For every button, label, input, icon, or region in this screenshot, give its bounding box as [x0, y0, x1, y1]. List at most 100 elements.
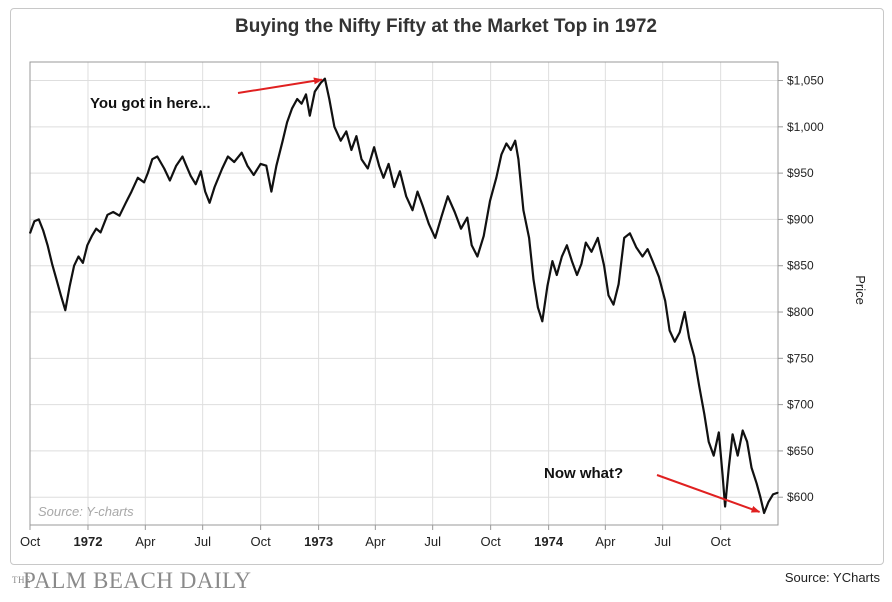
data-point — [590, 251, 593, 253]
data-point — [209, 202, 211, 204]
data-point — [77, 255, 80, 258]
data-point — [684, 311, 686, 313]
data-point — [510, 149, 512, 151]
data-point — [42, 229, 44, 232]
data-point — [440, 216, 443, 218]
data-point — [265, 165, 267, 167]
data-point — [163, 167, 165, 170]
data-point — [275, 165, 277, 167]
data-point — [29, 232, 31, 234]
data-point — [143, 181, 145, 183]
data-point — [382, 177, 385, 179]
data-point — [537, 306, 539, 308]
y-axis-label: Price — [853, 275, 868, 305]
data-point — [517, 158, 520, 160]
data-point — [679, 331, 681, 333]
x-tick-label: Oct — [481, 534, 502, 549]
data-point — [33, 220, 36, 222]
data-point — [585, 242, 587, 244]
data-point — [147, 172, 149, 174]
data-point — [466, 217, 468, 219]
brand-the: THE — [12, 575, 31, 585]
data-point — [309, 115, 311, 117]
data-point — [355, 135, 357, 137]
data-point — [728, 467, 730, 469]
footer-source: Source: YCharts — [784, 570, 880, 585]
data-point — [674, 341, 676, 343]
data-point — [405, 195, 407, 197]
data-point — [151, 158, 153, 160]
x-tick-label: Oct — [20, 534, 41, 549]
data-point — [713, 455, 715, 457]
data-point — [204, 191, 206, 193]
data-point — [82, 262, 84, 264]
data-point — [718, 431, 720, 433]
data-point — [51, 263, 53, 265]
y-axis: $600 $650 $700 $750 $800 $850 $900 $950 $1,000 $1… — [778, 74, 824, 504]
x-tick-label: Oct — [711, 534, 732, 549]
x-tick-label: Jul — [194, 534, 211, 549]
data-point — [190, 175, 192, 177]
data-point — [460, 228, 462, 230]
annotation-arrow — [237, 77, 323, 94]
y-tick-label: $800 — [787, 305, 814, 319]
x-tick-label: 1972 — [74, 534, 103, 549]
data-point — [623, 237, 625, 239]
x-tick-label: Apr — [135, 534, 156, 549]
data-point — [214, 186, 216, 188]
data-point — [333, 126, 335, 128]
data-point — [378, 165, 380, 167]
data-point — [522, 209, 525, 211]
data-point — [566, 244, 568, 246]
data-point — [95, 228, 97, 230]
brand-name: PALM BEACH DAILY — [23, 568, 252, 593]
data-point — [47, 244, 49, 246]
data-point — [556, 274, 558, 276]
data-point — [106, 214, 109, 216]
x-tick-label: 1973 — [304, 534, 333, 549]
data-point — [91, 235, 93, 237]
data-point — [314, 91, 316, 93]
grid-lines — [29, 62, 778, 525]
annotation-entry-label: You got in here... — [90, 95, 211, 112]
data-point — [693, 355, 695, 358]
y-tick-label: $700 — [787, 398, 814, 412]
data-point — [483, 235, 485, 237]
data-point — [73, 265, 75, 267]
data-point — [64, 309, 66, 311]
data-point — [246, 165, 248, 167]
data-point — [647, 248, 649, 250]
data-point — [495, 177, 497, 179]
data-point — [253, 174, 255, 176]
annotation-now-label: Now what? — [544, 465, 623, 482]
data-point — [777, 492, 779, 494]
data-point — [489, 200, 491, 202]
data-point — [618, 283, 620, 285]
data-point — [324, 78, 326, 80]
data-point — [514, 140, 516, 142]
data-point — [340, 140, 342, 142]
data-point — [399, 170, 401, 172]
data-point — [291, 107, 293, 109]
data-point — [742, 429, 744, 432]
data-point — [360, 158, 363, 160]
data-point — [282, 140, 284, 142]
data-point — [422, 204, 424, 207]
data-point — [629, 232, 631, 234]
data-point — [55, 279, 58, 281]
chart-title: Buying the Nifty Fifty at the Market Top… — [235, 16, 657, 37]
data-point — [156, 155, 158, 158]
data-point — [118, 215, 121, 217]
data-point — [551, 260, 554, 262]
data-point — [373, 146, 375, 148]
data-point — [658, 276, 660, 278]
data-point — [112, 211, 114, 213]
series-points — [29, 78, 779, 514]
data-point — [763, 512, 765, 514]
data-point — [635, 246, 637, 248]
data-point — [169, 179, 171, 182]
y-tick-label: $650 — [787, 444, 814, 458]
data-point — [541, 320, 543, 322]
data-point — [576, 274, 578, 276]
x-tick-label: Jul — [654, 534, 671, 549]
